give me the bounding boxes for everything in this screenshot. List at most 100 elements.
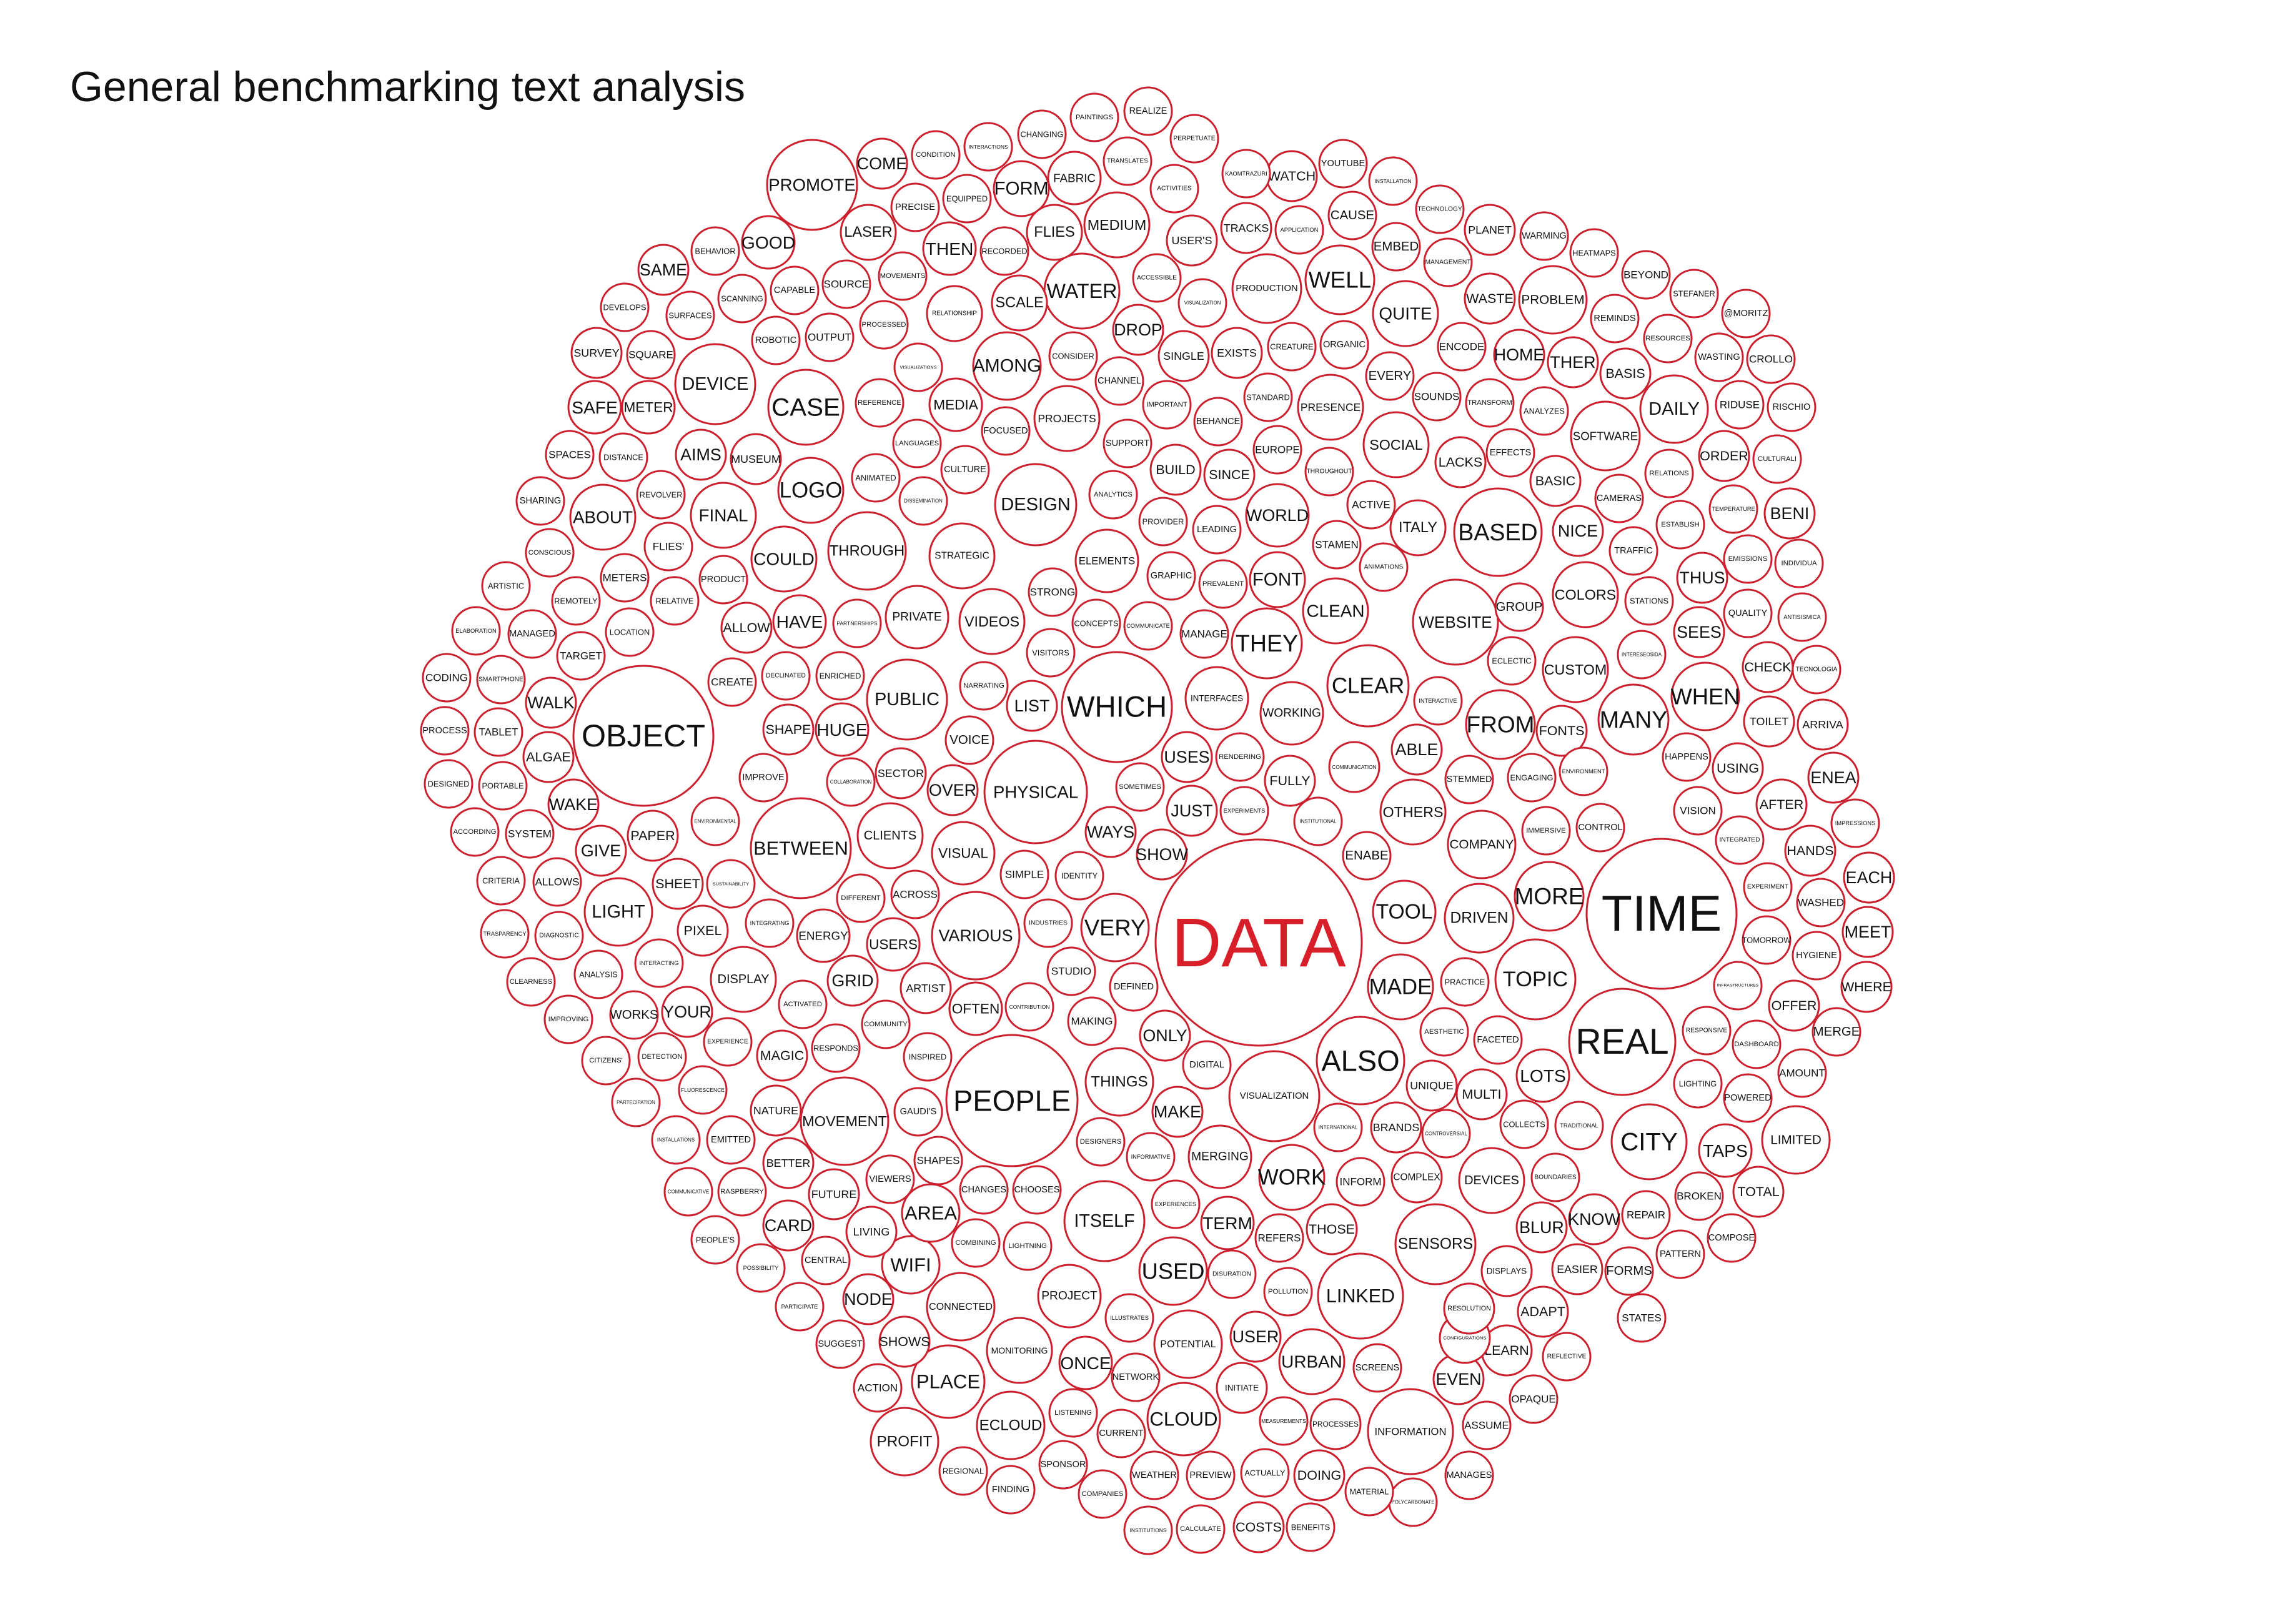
bubble-circle — [856, 802, 924, 869]
word-bubble: ANALYZES — [1519, 386, 1569, 436]
bubble-circle — [522, 731, 575, 783]
bubble-label: LIST — [1014, 696, 1050, 715]
word-bubble: ROBOTIC — [751, 315, 801, 365]
bubble-circle — [611, 1077, 661, 1127]
bubble-label: PLACE — [916, 1371, 980, 1393]
bubble-label: TARGET — [560, 650, 602, 662]
bubble-circle — [422, 653, 472, 703]
word-bubble: VISUALIZATIONS — [893, 342, 943, 392]
bubble-label: QUALITY — [1728, 608, 1768, 618]
word-bubble: JUST — [1166, 785, 1218, 837]
word-bubble: CLEAR — [1326, 644, 1410, 728]
bubble-label: THINGS — [1091, 1074, 1147, 1091]
bubble-circle — [1768, 979, 1820, 1032]
bubble-label: QUITE — [1379, 304, 1432, 324]
bubble-label: CAUSE — [1331, 209, 1374, 222]
bubble-label: YOUR — [663, 1003, 711, 1021]
word-bubble: GRID — [826, 954, 879, 1007]
word-bubble: USER'S — [1166, 214, 1218, 267]
bubble-circle — [1104, 1293, 1154, 1343]
bubble-label: ONCE — [1060, 1353, 1111, 1373]
bubble-label: ENEA — [1810, 768, 1856, 787]
bubble-label: COMMUNICATIVE — [668, 1189, 709, 1195]
bubble-circle — [892, 418, 942, 468]
bubble-circle — [1063, 1180, 1146, 1262]
bubble-circle — [1344, 1467, 1394, 1517]
bubble-label: PARTNERSHIPS — [836, 620, 878, 626]
bubble-circle — [1674, 1171, 1724, 1221]
word-bubble: INSTALLATION — [1368, 156, 1418, 206]
bubble-circle — [1698, 430, 1750, 482]
bubble-label: FROM — [1467, 712, 1535, 738]
bubble-circle — [926, 1272, 996, 1342]
bubble-label: STEMMED — [1447, 775, 1492, 785]
bubble-circle — [938, 1446, 988, 1496]
word-bubble: WATER — [1043, 252, 1121, 330]
bubble-label: DIGITAL — [1189, 1060, 1224, 1070]
word-bubble: THER — [1547, 336, 1599, 389]
bubble-circle — [451, 606, 501, 656]
bubble-label: OVER — [929, 781, 976, 800]
bubble-label: CONDITION — [916, 151, 955, 159]
word-bubble: CLIENTS — [856, 802, 924, 869]
bubble-label: AREA — [905, 1202, 958, 1224]
bubble-label: BENI — [1770, 504, 1810, 523]
word-bubble: PEOPLE — [945, 1034, 1079, 1167]
bubble-circle — [1076, 1117, 1126, 1167]
bubble-circle — [1258, 1144, 1326, 1211]
bubble-circle — [1138, 1236, 1208, 1306]
bubble-label: ENGAGING — [1510, 773, 1554, 783]
bubble-label: DETECTION — [642, 1053, 682, 1061]
bubble-label: DEVICE — [682, 374, 749, 394]
bubble-label: WHERE — [1841, 979, 1891, 994]
bubble-circle — [1240, 1448, 1290, 1498]
bubble-circle — [1742, 915, 1792, 965]
bubble-circle — [1493, 329, 1545, 381]
bubble-circle — [913, 1136, 963, 1186]
word-bubble: STATES — [1617, 1293, 1667, 1343]
bubble-label: LISTENING — [1054, 1409, 1092, 1417]
word-bubble: DISURATION — [1207, 1249, 1257, 1299]
bubble-circle — [600, 282, 650, 332]
bubble-circle — [1723, 588, 1773, 638]
word-bubble: GAUDI'S — [893, 1087, 943, 1137]
word-bubble: CONSIDER — [1048, 331, 1098, 381]
bubble-label: SPONSOR — [1041, 1460, 1086, 1470]
bubble-circle — [1570, 400, 1641, 472]
bubble-label: CLEARNESS — [510, 978, 553, 986]
word-bubble: RELATIONSHIP — [926, 285, 983, 342]
word-bubble: MOVEMENT — [800, 1076, 890, 1166]
bubble-circle — [1784, 824, 1836, 877]
bubble-label: CONFIGURATIONS — [1443, 1335, 1486, 1341]
bubble-circle — [1746, 334, 1796, 384]
bubble-circle — [637, 1032, 687, 1082]
word-bubble: QUALITY — [1723, 588, 1773, 638]
bubble-label: INDIVIDUA — [1781, 560, 1817, 567]
bubble-circle — [928, 377, 983, 432]
bubble-circle — [1352, 1343, 1402, 1393]
bubble-circle — [1123, 601, 1173, 651]
bubble-circle — [706, 1115, 756, 1165]
bubble-label: EXPERIENCES — [1155, 1201, 1196, 1207]
bubble-label: ENABE — [1345, 849, 1388, 863]
bubble-label: PRESENCE — [1301, 401, 1361, 413]
word-bubble: USER — [1229, 1310, 1282, 1363]
word-bubble: FONT — [1249, 551, 1306, 608]
bubble-circle — [1443, 1282, 1495, 1335]
word-bubble: ELEMENTS — [1074, 528, 1139, 593]
bubble-label: LEARN — [1484, 1343, 1529, 1358]
bubble-label: SUSTAINABILITY — [713, 881, 749, 887]
bubble-circle — [643, 522, 693, 572]
bubble-label: USES — [1164, 748, 1209, 766]
bubble-circle — [1319, 320, 1369, 370]
bubble-circle — [1200, 1196, 1255, 1250]
bubble-label: DAILY — [1648, 399, 1700, 419]
bubble-label: PARTECIPATION — [617, 1100, 655, 1106]
word-bubble: PREVALENT — [1198, 559, 1248, 609]
bubble-circle — [1139, 1009, 1191, 1062]
bubble-label: METERS — [603, 572, 647, 584]
bubble-label: CHANNEL — [1098, 376, 1141, 386]
bubble-label: LIMITED — [1770, 1133, 1822, 1147]
bubble-label: OBJECT — [582, 718, 705, 753]
bubble-label: INSPIRED — [909, 1052, 946, 1062]
